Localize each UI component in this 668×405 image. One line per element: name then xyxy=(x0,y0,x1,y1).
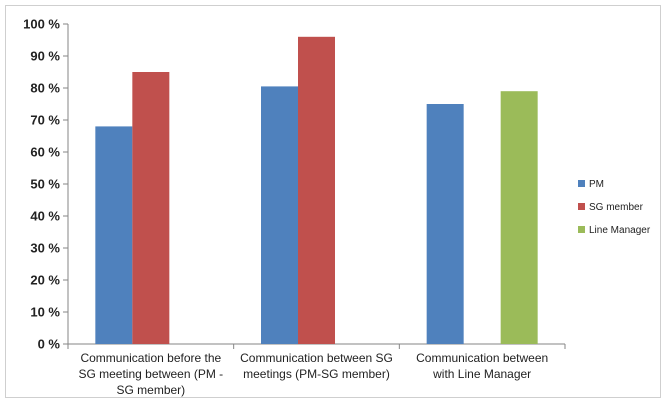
x-tick-label: Communication before the xyxy=(80,351,221,365)
legend-label-pm: PM xyxy=(589,179,604,190)
y-tick-label: 20 % xyxy=(30,273,60,288)
legend-label-sg-member: SG member xyxy=(589,202,644,213)
legend-swatch-pm xyxy=(578,180,585,187)
bar-pm xyxy=(261,86,298,345)
y-tick-label: 80 % xyxy=(30,81,60,96)
y-tick-label: 60 % xyxy=(30,145,60,160)
x-tick-labels: Communication before the SG meeting betwe… xyxy=(78,351,548,397)
x-tick-label: meetings (PM-SG member) xyxy=(243,367,390,381)
bar-line-manager xyxy=(500,91,538,344)
legend: PM SG member Line Manager xyxy=(578,179,651,236)
y-tick-label: 100 % xyxy=(23,17,60,32)
legend-label-line-manager: Line Manager xyxy=(589,225,651,236)
bars-layer xyxy=(95,36,538,345)
y-tick-label: 30 % xyxy=(30,241,60,256)
x-tick-label: SG member) xyxy=(116,383,185,397)
y-tick-label: 90 % xyxy=(30,49,60,64)
y-tick-label: 0 % xyxy=(38,337,61,352)
x-tick-label: with Line Manager xyxy=(432,367,531,381)
bar-pm xyxy=(95,126,133,345)
bar-sg-member xyxy=(132,72,170,344)
y-tick-label: 50 % xyxy=(30,177,60,192)
legend-swatch-sg-member xyxy=(578,203,585,210)
y-tick-label: 40 % xyxy=(30,209,60,224)
y-tick-labels: 0 % 10 % 20 % 30 % 40 % 50 % 60 % 70 % 80 % 90 % 1… xyxy=(23,17,60,352)
x-tick-label: Communication between SG xyxy=(240,351,393,365)
bar-sg-member xyxy=(298,36,335,345)
y-tick-label: 70 % xyxy=(30,113,60,128)
x-tick-label: SG meeting between (PM - xyxy=(78,367,223,381)
x-tick-label: Communication between xyxy=(416,351,548,365)
legend-swatch-line-manager xyxy=(578,226,585,233)
y-tick-label: 10 % xyxy=(30,305,60,320)
bar-pm xyxy=(426,104,464,344)
